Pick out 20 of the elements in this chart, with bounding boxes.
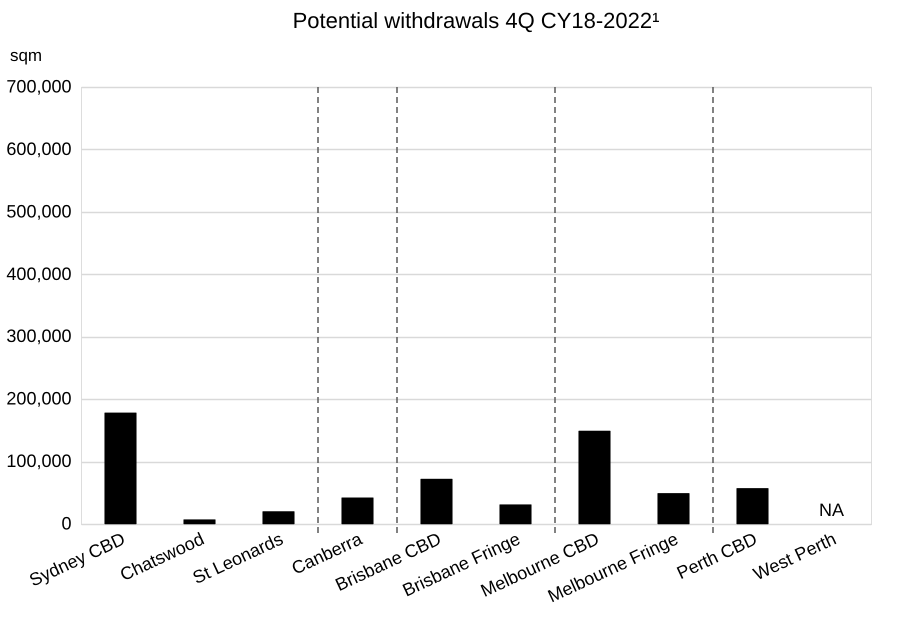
y-tick-label: 500,000 xyxy=(6,201,72,222)
bar xyxy=(420,478,453,524)
bar xyxy=(499,504,532,524)
bar xyxy=(736,488,769,524)
y-tick-label: 600,000 xyxy=(6,138,72,159)
bar xyxy=(657,493,690,524)
y-tick-label: 200,000 xyxy=(6,388,72,409)
bar xyxy=(183,519,216,524)
annotation: NA xyxy=(818,500,844,520)
bar xyxy=(104,412,137,524)
y-tick-label: 300,000 xyxy=(6,326,72,346)
bar xyxy=(578,430,611,524)
chart-title: Potential withdrawals 4Q CY18-2022¹ xyxy=(292,8,660,33)
y-tick-label: 100,000 xyxy=(6,451,72,472)
y-tick-label: 700,000 xyxy=(6,76,72,96)
bar xyxy=(262,511,295,524)
y-tick-label: 400,000 xyxy=(6,264,72,284)
bar xyxy=(341,498,374,524)
y-axis-title: sqm xyxy=(10,46,42,65)
y-tick-label: 0 xyxy=(61,514,72,534)
